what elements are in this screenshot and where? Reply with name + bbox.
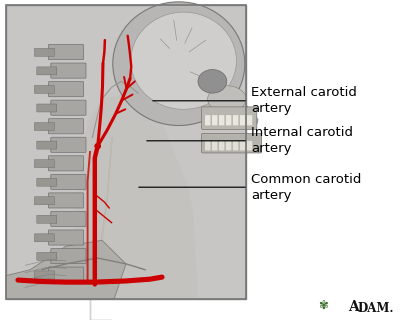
Text: DAM.: DAM. [358, 302, 394, 315]
FancyBboxPatch shape [219, 141, 225, 151]
FancyBboxPatch shape [48, 193, 84, 208]
FancyBboxPatch shape [246, 141, 253, 151]
Text: Internal carotid
artery: Internal carotid artery [251, 126, 353, 155]
FancyBboxPatch shape [6, 5, 246, 299]
FancyBboxPatch shape [51, 249, 86, 264]
FancyBboxPatch shape [226, 141, 232, 151]
Text: External carotid
artery: External carotid artery [251, 86, 357, 115]
FancyBboxPatch shape [51, 212, 86, 227]
FancyBboxPatch shape [48, 44, 84, 60]
Polygon shape [6, 240, 126, 299]
FancyBboxPatch shape [202, 133, 262, 153]
FancyBboxPatch shape [48, 156, 84, 171]
FancyBboxPatch shape [48, 82, 84, 97]
Text: A: A [348, 300, 359, 314]
FancyBboxPatch shape [240, 141, 246, 151]
FancyBboxPatch shape [51, 63, 86, 78]
FancyBboxPatch shape [34, 234, 54, 242]
Ellipse shape [94, 143, 101, 149]
FancyBboxPatch shape [37, 67, 57, 75]
FancyBboxPatch shape [34, 123, 54, 131]
Text: Common carotid
artery: Common carotid artery [251, 173, 362, 202]
FancyBboxPatch shape [34, 271, 54, 279]
FancyBboxPatch shape [205, 141, 211, 151]
FancyBboxPatch shape [233, 115, 239, 126]
Polygon shape [54, 93, 198, 299]
FancyBboxPatch shape [37, 141, 57, 149]
FancyBboxPatch shape [233, 141, 239, 151]
FancyBboxPatch shape [37, 215, 57, 223]
FancyBboxPatch shape [212, 115, 218, 126]
FancyBboxPatch shape [48, 230, 84, 245]
FancyBboxPatch shape [34, 197, 54, 205]
FancyBboxPatch shape [34, 48, 54, 56]
FancyBboxPatch shape [246, 115, 253, 126]
FancyBboxPatch shape [202, 107, 257, 129]
FancyBboxPatch shape [205, 115, 211, 126]
FancyBboxPatch shape [219, 115, 225, 126]
FancyBboxPatch shape [51, 137, 86, 152]
FancyBboxPatch shape [51, 174, 86, 189]
FancyBboxPatch shape [37, 178, 57, 186]
FancyBboxPatch shape [51, 100, 86, 115]
FancyBboxPatch shape [37, 104, 57, 112]
FancyBboxPatch shape [48, 119, 84, 134]
FancyBboxPatch shape [37, 252, 57, 260]
Ellipse shape [131, 12, 236, 109]
Ellipse shape [208, 86, 246, 112]
FancyBboxPatch shape [34, 160, 54, 168]
Text: ✾: ✾ [318, 300, 328, 313]
Ellipse shape [113, 2, 245, 125]
FancyBboxPatch shape [240, 115, 246, 126]
FancyBboxPatch shape [34, 85, 54, 93]
FancyBboxPatch shape [226, 115, 232, 126]
FancyBboxPatch shape [212, 141, 218, 151]
Ellipse shape [198, 69, 227, 93]
FancyBboxPatch shape [48, 267, 84, 282]
